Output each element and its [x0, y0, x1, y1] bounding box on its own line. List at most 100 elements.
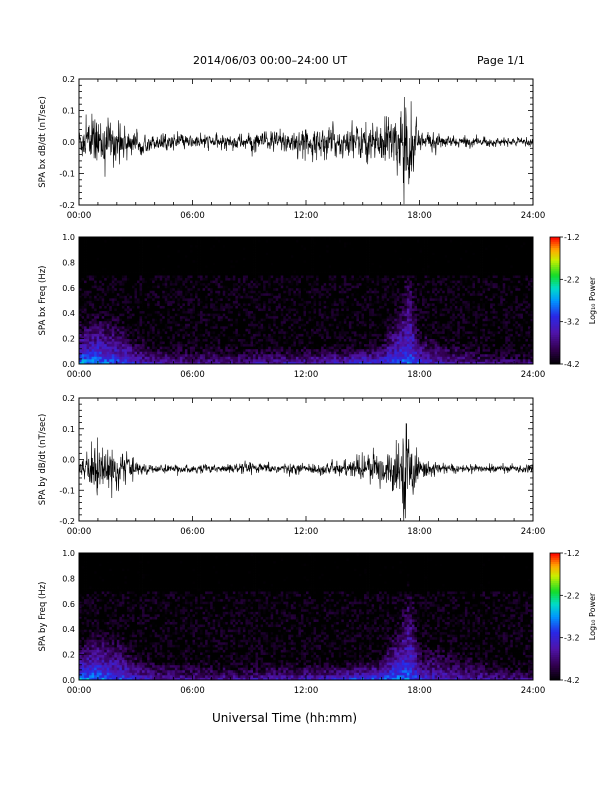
heatmap-cell — [179, 333, 183, 337]
heatmap-cell — [131, 323, 135, 327]
heatmap-cell — [84, 282, 87, 286]
heatmap-cell — [258, 353, 261, 357]
heatmap-cell — [306, 343, 309, 347]
heatmap-cell — [202, 244, 206, 248]
heatmap-cell — [237, 262, 241, 266]
heatmap-cell — [184, 264, 188, 268]
heatmap-cell — [187, 320, 191, 324]
heatmap-cell — [245, 356, 249, 360]
heatmap-cell — [306, 280, 309, 284]
heatmap-cell — [134, 313, 138, 317]
heatmap-cell — [126, 343, 130, 347]
heatmap-cell — [137, 282, 140, 286]
heatmap-cell — [164, 280, 168, 284]
heatmap-cell — [152, 262, 156, 266]
heatmap-cell — [280, 313, 284, 317]
heatmap-cell — [195, 285, 198, 289]
heatmap-cell — [212, 282, 216, 286]
series-line — [79, 96, 533, 205]
heatmap-cell — [285, 290, 289, 294]
heatmap-cell — [131, 270, 135, 273]
heatmap-cell — [258, 310, 261, 314]
heatmap-cell — [273, 257, 277, 261]
heatmap-cell — [280, 287, 284, 291]
heatmap-cell — [306, 267, 309, 271]
heatmap-cell — [96, 267, 100, 271]
heatmap-cell — [137, 348, 140, 352]
heatmap-cell — [129, 267, 133, 271]
heatmap-cell — [225, 313, 229, 317]
heatmap-cell — [273, 252, 277, 256]
heatmap-cell — [273, 305, 277, 309]
heatmap-cell — [265, 252, 269, 256]
heatmap-cell — [278, 267, 282, 271]
heatmap-cell — [311, 244, 314, 248]
heatmap-cell — [313, 303, 317, 306]
heatmap-cell — [157, 323, 161, 327]
heatmap-cell — [275, 297, 279, 301]
heatmap-cell — [240, 325, 244, 329]
heatmap-cell — [116, 257, 120, 261]
heatmap-cell — [142, 249, 145, 253]
heatmap-cell — [242, 361, 246, 365]
heatmap-cell — [124, 356, 128, 360]
heatmap-cell — [242, 237, 246, 240]
heatmap-cell — [189, 333, 193, 337]
heatmap-cell — [126, 310, 130, 314]
heatmap-cell — [111, 259, 115, 263]
heatmap-cell — [235, 239, 239, 243]
heatmap-cell — [247, 267, 251, 271]
heatmap-cell — [84, 249, 87, 253]
heatmap-cell — [144, 320, 148, 324]
heatmap-cell — [202, 338, 206, 342]
heatmap-cell — [101, 351, 105, 355]
heatmap-cell — [114, 297, 118, 301]
heatmap-cell — [235, 272, 239, 276]
heatmap-cell — [202, 346, 206, 350]
heatmap-cell — [129, 244, 133, 248]
heatmap-cell — [316, 252, 320, 256]
heatmap-cell — [220, 242, 224, 246]
heatmap-cell — [240, 303, 244, 306]
heatmap-cell — [227, 239, 231, 243]
heatmap-cell — [225, 328, 229, 332]
heatmap-cell — [275, 252, 279, 256]
heatmap-cell — [169, 336, 173, 339]
heatmap-cell — [300, 336, 304, 339]
heatmap-cell — [253, 358, 256, 362]
heatmap-cell — [104, 351, 108, 355]
heatmap-cell — [316, 247, 320, 251]
heatmap-cell — [316, 313, 320, 317]
heatmap-cell — [265, 348, 269, 352]
heatmap-cell — [253, 257, 256, 261]
heatmap-cell — [149, 328, 153, 332]
heatmap-cell — [253, 259, 256, 263]
heatmap-cell — [96, 336, 100, 339]
heatmap-cell — [270, 244, 274, 248]
heatmap-cell — [270, 262, 274, 266]
heatmap-cell — [217, 305, 221, 309]
heatmap-cell — [220, 267, 224, 271]
heatmap-cell — [303, 262, 307, 266]
heatmap-cell — [258, 277, 261, 281]
heatmap-cell — [192, 277, 196, 281]
heatmap-cell — [134, 358, 138, 362]
heatmap-cell — [253, 254, 256, 258]
heatmap-cell — [124, 346, 128, 350]
heatmap-cell — [240, 358, 244, 362]
heatmap-cell — [139, 257, 143, 261]
heatmap-cell — [147, 242, 151, 246]
heatmap-cell — [288, 310, 292, 314]
heatmap-cell — [111, 336, 115, 339]
heatmap-cell — [265, 300, 269, 304]
heatmap-cell — [270, 300, 274, 304]
heatmap-cell — [303, 351, 307, 355]
heatmap-cell — [212, 272, 216, 276]
heatmap-cell — [265, 254, 269, 258]
heatmap-cell — [79, 318, 82, 322]
heatmap-cell — [179, 247, 183, 251]
heatmap-cell — [81, 239, 85, 243]
heatmap-cell — [250, 305, 254, 309]
heatmap-cell — [225, 318, 229, 322]
heatmap-cell — [159, 292, 163, 296]
